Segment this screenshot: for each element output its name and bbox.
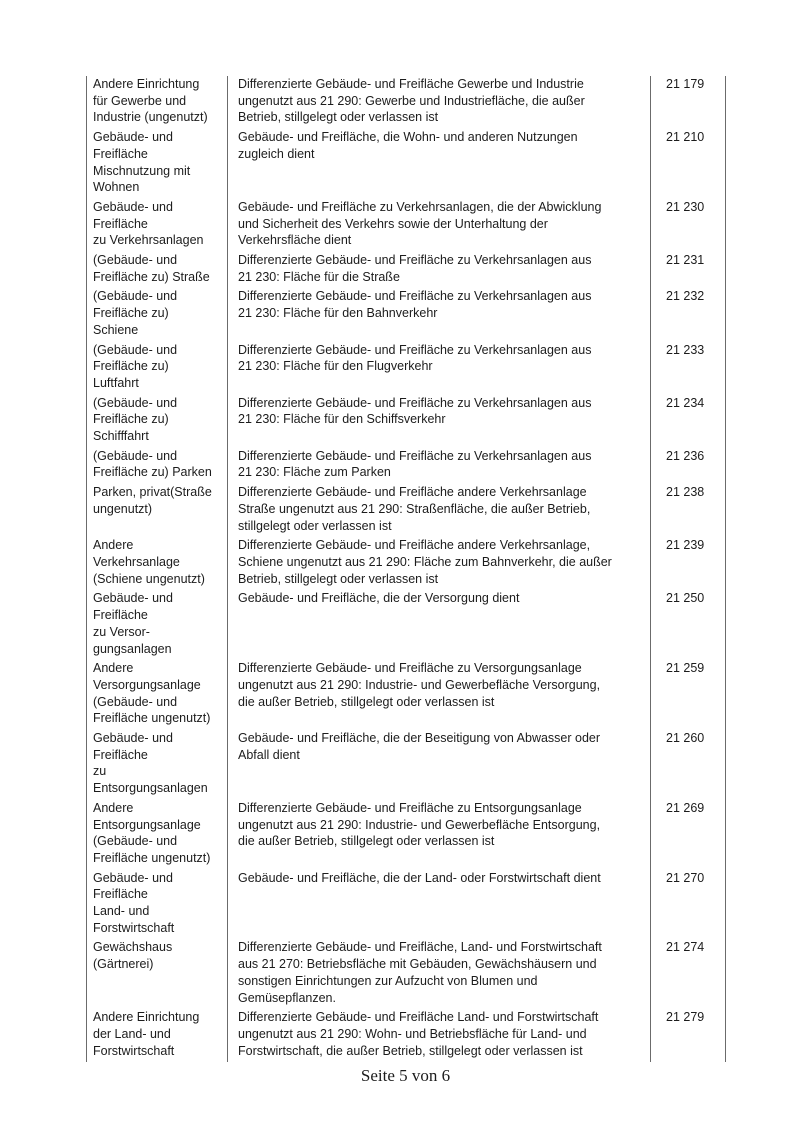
description-cell: Differenzierte Gebäude- und Freifläche z… bbox=[227, 447, 651, 485]
code-cell: 21 259 bbox=[650, 660, 726, 731]
description-cell: Differenzierte Gebäude- und Freifläche z… bbox=[227, 288, 651, 342]
table-row: Andere Verkehrsanlage (Schiene ungenutzt… bbox=[86, 537, 726, 591]
description-cell: Differenzierte Gebäude- und Freifläche z… bbox=[227, 341, 651, 395]
land-use-code-table: Andere Einrichtung für Gewerbe und Indus… bbox=[86, 76, 726, 1063]
table-row: (Gebäude- und Freifläche zu) Parken Diff… bbox=[86, 447, 726, 485]
code-cell: 21 210 bbox=[650, 129, 726, 199]
term-cell: (Gebäude- und Freifläche zu) Schifffahrt bbox=[86, 394, 228, 448]
description-cell: Differenzierte Gebäude- und Freifläche z… bbox=[227, 660, 651, 731]
term-cell: (Gebäude- und Freifläche zu) Straße bbox=[86, 252, 228, 289]
description-cell: Gebäude- und Freifläche, die der Land- o… bbox=[227, 869, 651, 940]
description-cell: Differenzierte Gebäude- und Freifläche z… bbox=[227, 252, 651, 289]
table-row: Parken, privat(Straße ungenutzt) Differe… bbox=[86, 484, 726, 538]
table-row: Gebäude- und Freifläche zu Versor- gungs… bbox=[86, 590, 726, 661]
term-cell: Gebäude- und Freifläche Mischnutzung mit… bbox=[86, 129, 228, 199]
table-row: Andere Versorgungsanlage (Gebäude- und F… bbox=[86, 660, 726, 731]
table-row: Gebäude- und Freifläche zu Verkehrsanlag… bbox=[86, 198, 726, 253]
table-row: Gebäude- und Freifläche Land- und Forstw… bbox=[86, 869, 726, 940]
description-cell: Differenzierte Gebäude- und Freifläche L… bbox=[227, 1009, 651, 1063]
table-row: (Gebäude- und Freifläche zu) Schifffahrt… bbox=[86, 394, 726, 448]
code-cell: 21 274 bbox=[650, 939, 726, 1010]
table-body: Andere Einrichtung für Gewerbe und Indus… bbox=[86, 76, 726, 1063]
code-cell: 21 179 bbox=[650, 76, 726, 130]
description-cell: Gebäude- und Freifläche, die der Beseiti… bbox=[227, 730, 651, 800]
table-row: Andere Entsorgungsanlage (Gebäude- und F… bbox=[86, 799, 726, 870]
term-cell: Parken, privat(Straße ungenutzt) bbox=[86, 484, 228, 538]
code-cell: 21 230 bbox=[650, 198, 726, 253]
description-cell: Differenzierte Gebäude- und Freifläche, … bbox=[227, 939, 651, 1010]
code-cell: 21 269 bbox=[650, 799, 726, 870]
table-row: Gebäude- und Freifläche Mischnutzung mit… bbox=[86, 129, 726, 199]
description-cell: Differenzierte Gebäude- und Freifläche a… bbox=[227, 484, 651, 538]
description-cell: Gebäude- und Freifläche, die Wohn- und a… bbox=[227, 129, 651, 199]
term-cell: Gebäude- und Freifläche zu Verkehrsanlag… bbox=[86, 198, 228, 253]
term-cell: (Gebäude- und Freifläche zu) Schiene bbox=[86, 288, 228, 342]
description-cell: Differenzierte Gebäude- und Freifläche z… bbox=[227, 394, 651, 448]
term-cell: Gewächshaus (Gärtnerei) bbox=[86, 939, 228, 1010]
term-cell: Andere Verkehrsanlage (Schiene ungenutzt… bbox=[86, 537, 228, 591]
term-cell: Andere Entsorgungsanlage (Gebäude- und F… bbox=[86, 799, 228, 870]
table-row: (Gebäude- und Freifläche zu) Luftfahrt D… bbox=[86, 341, 726, 395]
code-cell: 21 279 bbox=[650, 1009, 726, 1063]
code-cell: 21 234 bbox=[650, 394, 726, 448]
code-cell: 21 250 bbox=[650, 590, 726, 661]
code-cell: 21 260 bbox=[650, 730, 726, 800]
term-cell: Gebäude- und Freifläche Land- und Forstw… bbox=[86, 869, 228, 940]
term-cell: Andere Einrichtung für Gewerbe und Indus… bbox=[86, 76, 228, 130]
code-cell: 21 232 bbox=[650, 288, 726, 342]
term-cell: (Gebäude- und Freifläche zu) Luftfahrt bbox=[86, 341, 228, 395]
table-row: (Gebäude- und Freifläche zu) Straße Diff… bbox=[86, 252, 726, 289]
term-cell: Andere Einrichtung der Land- und Forstwi… bbox=[86, 1009, 228, 1063]
table-row: Gewächshaus (Gärtnerei) Differenzierte G… bbox=[86, 939, 726, 1010]
table-row: Gebäude- und Freifläche zu Entsorgungsan… bbox=[86, 730, 726, 800]
description-cell: Differenzierte Gebäude- und Freifläche z… bbox=[227, 799, 651, 870]
description-cell: Differenzierte Gebäude- und Freifläche G… bbox=[227, 76, 651, 130]
description-cell: Differenzierte Gebäude- und Freifläche a… bbox=[227, 537, 651, 591]
description-cell: Gebäude- und Freifläche, die der Versorg… bbox=[227, 590, 651, 661]
table-row: Andere Einrichtung für Gewerbe und Indus… bbox=[86, 76, 726, 130]
term-cell: Gebäude- und Freifläche zu Versor- gungs… bbox=[86, 590, 228, 661]
code-cell: 21 270 bbox=[650, 869, 726, 940]
term-cell: (Gebäude- und Freifläche zu) Parken bbox=[86, 447, 228, 485]
code-cell: 21 231 bbox=[650, 252, 726, 289]
description-cell: Gebäude- und Freifläche zu Verkehrsanlag… bbox=[227, 198, 651, 253]
code-cell: 21 239 bbox=[650, 537, 726, 591]
code-cell: 21 233 bbox=[650, 341, 726, 395]
code-cell: 21 238 bbox=[650, 484, 726, 538]
table-row: (Gebäude- und Freifläche zu) Schiene Dif… bbox=[86, 288, 726, 342]
term-cell: Andere Versorgungsanlage (Gebäude- und F… bbox=[86, 660, 228, 731]
page-number: Seite 5 von 6 bbox=[360, 1066, 451, 1085]
term-cell: Gebäude- und Freifläche zu Entsorgungsan… bbox=[86, 730, 228, 800]
code-cell: 21 236 bbox=[650, 447, 726, 485]
table-row: Andere Einrichtung der Land- und Forstwi… bbox=[86, 1009, 726, 1063]
